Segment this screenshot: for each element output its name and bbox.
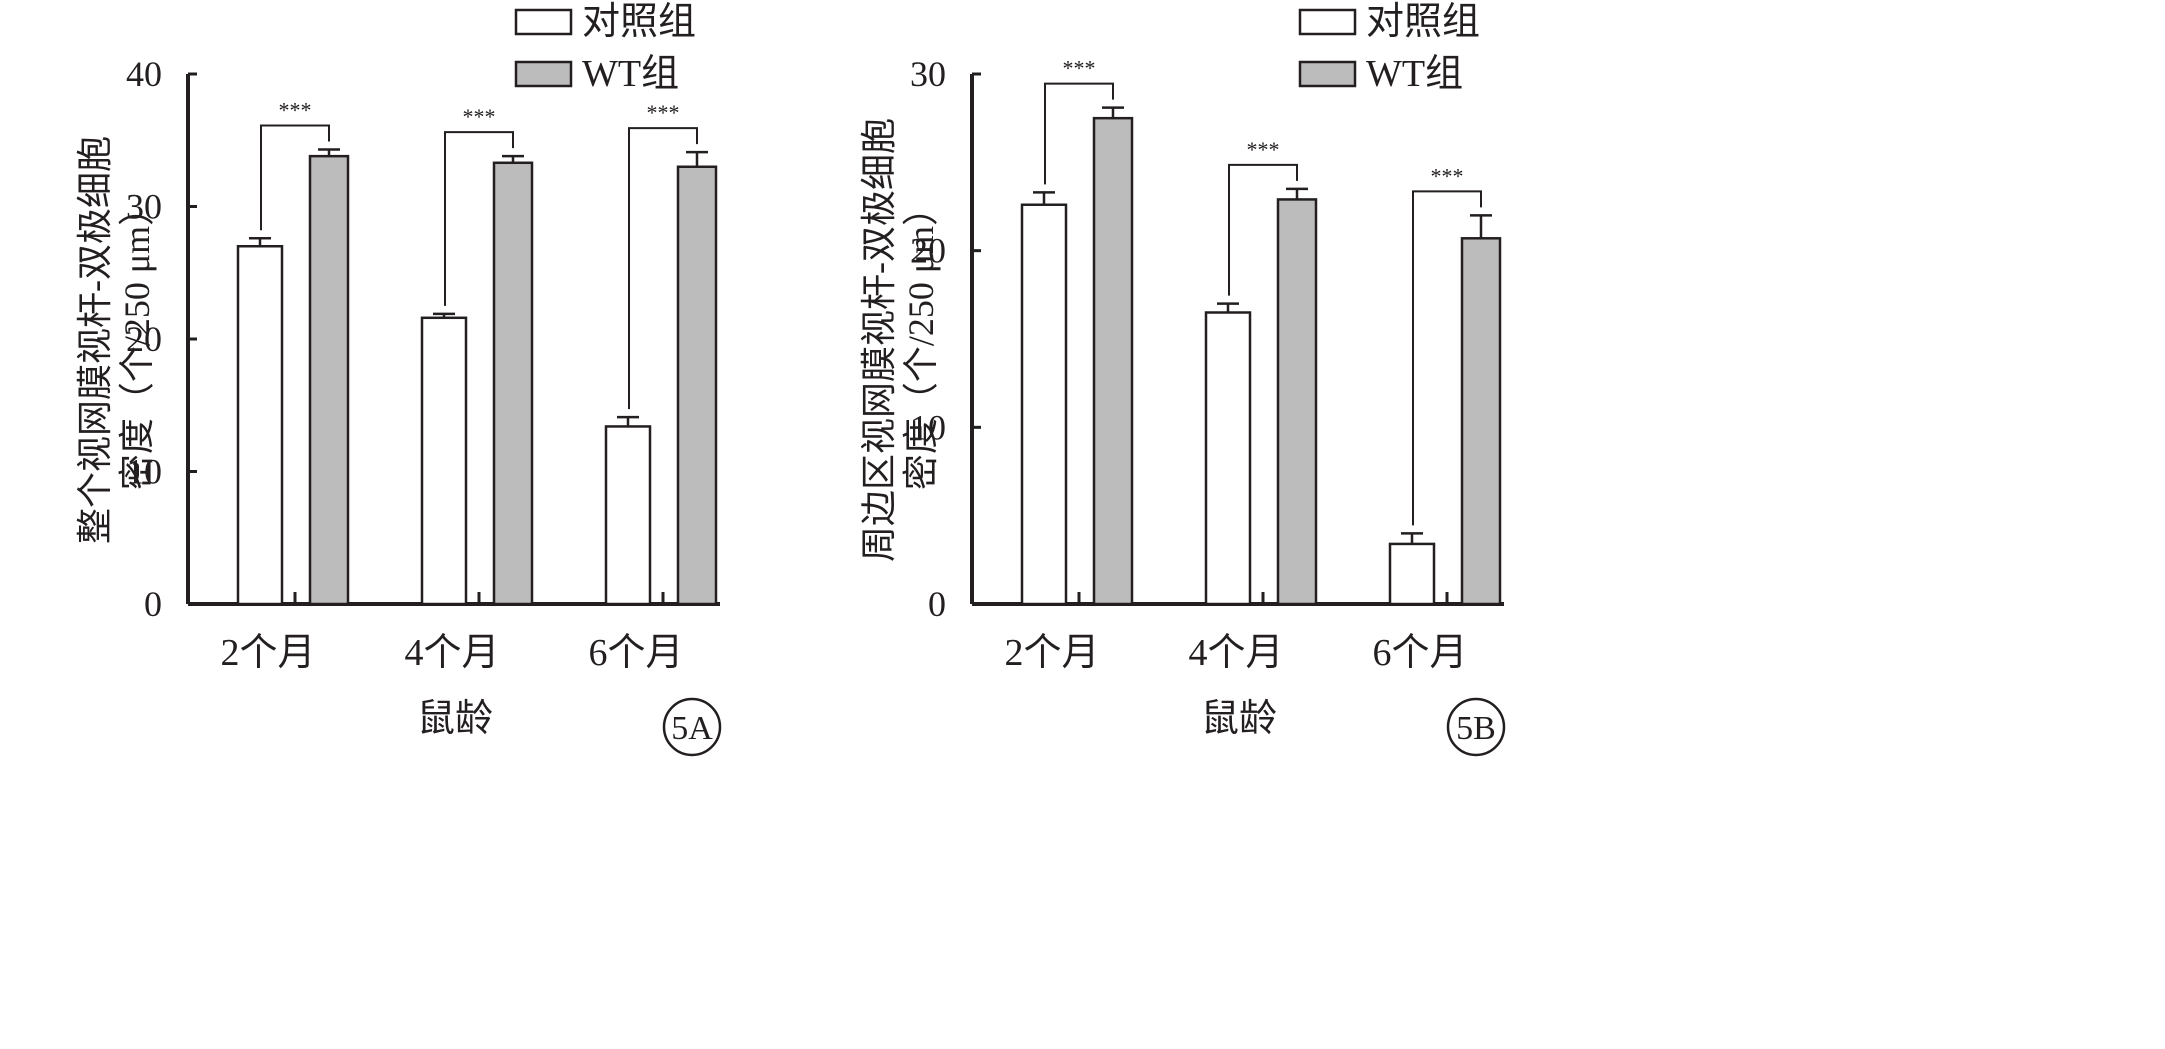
bar-control: [604, 425, 652, 606]
x-tick-label: 6个月: [1372, 632, 1467, 674]
significance-bracket: [1228, 163, 1298, 296]
y-tick-label: 0: [144, 584, 162, 624]
bar-control: [1020, 203, 1068, 606]
significance-label: ***: [279, 98, 312, 123]
panel-badge-circle: [1446, 697, 1506, 757]
y-tick-label: 20: [910, 231, 946, 271]
bar-control: [1204, 311, 1252, 606]
legend-label-wt: WT组: [582, 53, 679, 95]
x-tick-label: 6个月: [588, 632, 683, 674]
x-tick-label: 2个月: [220, 632, 315, 674]
y-tick-label: 0: [928, 584, 946, 624]
panel-badge-circle: [662, 697, 722, 757]
legend-label-wt: WT组: [1366, 53, 1463, 95]
x-tick-label: 4个月: [1188, 632, 1283, 674]
significance-label: ***: [1247, 137, 1280, 162]
significance-bracket: [1412, 190, 1482, 526]
y-tick-label: 10: [126, 452, 162, 492]
x-axis-label: 鼠龄: [1201, 698, 1277, 740]
significance-label: ***: [1431, 163, 1464, 188]
y-tick-label: 10: [910, 407, 946, 447]
legend-swatch-control: [514, 8, 573, 36]
panel-badge-label: 5B: [1456, 710, 1496, 747]
legend-label-control: 对照组: [582, 1, 696, 43]
panel-badge-label: 5A: [671, 710, 713, 747]
x-tick-label: 4个月: [404, 632, 499, 674]
legend-label-control: 对照组: [1366, 1, 1480, 43]
bar-wt: [1460, 237, 1502, 606]
bar-control: [420, 316, 468, 606]
legend-swatch-wt: [1298, 60, 1357, 88]
x-axis-label: 鼠龄: [417, 698, 493, 740]
chart-panel-5a: 整个视网膜视杆-双极细胞 密度（个/250 μm） 0 10 20 30 40 *** 2个…: [0, 0, 784, 762]
y-tick-label: 20: [126, 319, 162, 359]
bar-wt: [1092, 116, 1134, 606]
y-tick-label: 30: [126, 187, 162, 227]
bar-wt: [492, 161, 534, 606]
significance-bracket: [260, 124, 330, 231]
significance-bracket: [444, 131, 514, 306]
significance-label: ***: [1063, 56, 1096, 81]
bar-control: [1388, 542, 1436, 606]
bar-wt: [676, 165, 718, 606]
bar-wt: [1276, 198, 1318, 606]
bar-wt: [308, 154, 350, 606]
significance-bracket: [1044, 82, 1114, 185]
bar-control: [236, 245, 284, 606]
y-tick-label: 40: [126, 54, 162, 94]
legend-swatch-wt: [514, 60, 573, 88]
significance-bracket: [628, 127, 698, 410]
legend-swatch-control: [1298, 8, 1357, 36]
significance-label: ***: [463, 104, 496, 129]
significance-label: ***: [647, 100, 680, 125]
x-tick-label: 2个月: [1004, 632, 1099, 674]
chart-panel-5b: 周边区视网膜视杆-双极细胞 密度（个/250 μm） 0 10 20 30 *** 2个月…: [784, 0, 1568, 762]
y-tick-label: 30: [910, 54, 946, 94]
